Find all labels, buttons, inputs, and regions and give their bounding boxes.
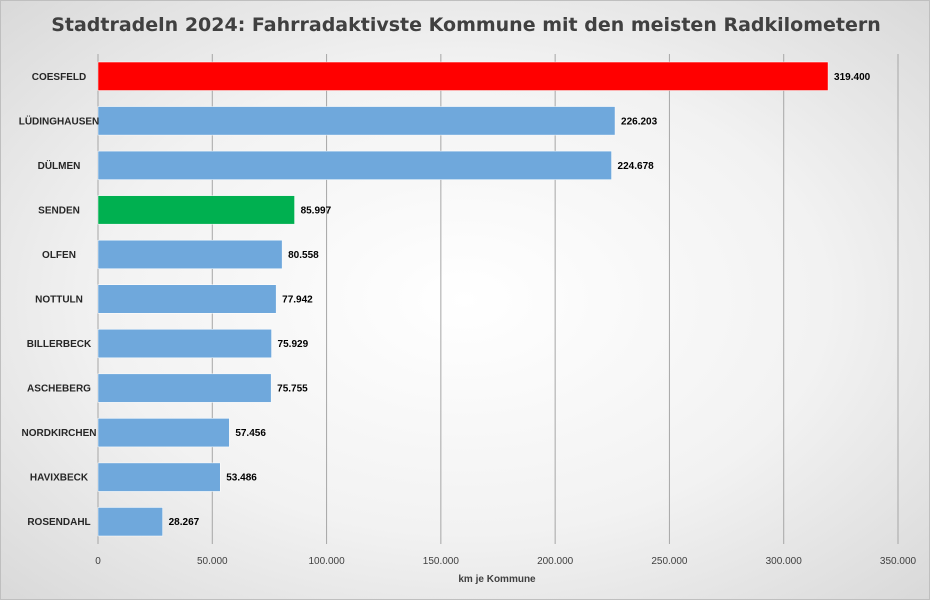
bar: [97, 284, 277, 314]
data-label: 53.486: [226, 473, 257, 484]
category-label: ROSENDAHL: [27, 517, 90, 528]
bar: [97, 195, 295, 225]
x-tick-label: 200.000: [537, 556, 574, 567]
category-label: OLFEN: [42, 250, 76, 261]
data-label: 77.942: [282, 295, 313, 306]
x-axis-label: km je Kommune: [458, 574, 536, 585]
category-label: LÜDINGHAUSEN: [19, 114, 100, 127]
category-label: SENDEN: [38, 205, 80, 216]
data-label: 28.267: [169, 517, 200, 528]
bar: [97, 150, 612, 180]
data-label: 75.929: [278, 339, 309, 350]
x-tick-label: 350.000: [880, 556, 917, 567]
bar: [97, 507, 163, 537]
data-label: 57.456: [235, 428, 266, 439]
bar: [97, 106, 616, 136]
bars: [97, 61, 829, 537]
data-label: 80.558: [288, 250, 319, 261]
x-tick-label: 250.000: [651, 556, 688, 567]
x-tick-labels: 0 50.000 100.000 150.000 200.000 250.000 300.0…: [95, 556, 916, 567]
category-label: NORDKIRCHEN: [22, 428, 97, 439]
x-tick-label: 100.000: [308, 556, 345, 567]
category-label: NOTTULN: [35, 295, 83, 306]
bar: [97, 462, 221, 492]
data-label: 226.203: [621, 116, 658, 127]
bar: [97, 418, 230, 448]
x-tick-label: 50.000: [197, 556, 228, 567]
x-tick-label: 0: [95, 556, 101, 567]
x-tick-label: 300.000: [766, 556, 803, 567]
data-labels: 319.400 226.203 224.678 85.997 80.558 77.942 7…: [169, 72, 871, 528]
data-label: 75.755: [277, 384, 308, 395]
data-label: 319.400: [834, 72, 871, 83]
bar: [97, 61, 829, 91]
bar: [97, 373, 272, 403]
category-label: HAVIXBECK: [30, 473, 89, 484]
grid-lines: [97, 54, 899, 544]
data-label: 85.997: [301, 205, 332, 216]
category-label: BILLERBECK: [27, 339, 92, 350]
chart-title: Stadtradeln 2024: Fahrradaktivste Kommun…: [51, 14, 881, 36]
data-label: 224.678: [618, 161, 655, 172]
x-tick-label: 150.000: [423, 556, 460, 567]
category-label: DÜLMEN: [38, 159, 81, 172]
category-label: COESFELD: [32, 72, 86, 83]
bar: [97, 239, 283, 269]
bar: [97, 329, 272, 359]
category-label: ASCHEBERG: [27, 384, 91, 395]
category-labels: COESFELD LÜDINGHAUSEN DÜLMEN SENDEN OLFEN NOT…: [19, 72, 100, 528]
